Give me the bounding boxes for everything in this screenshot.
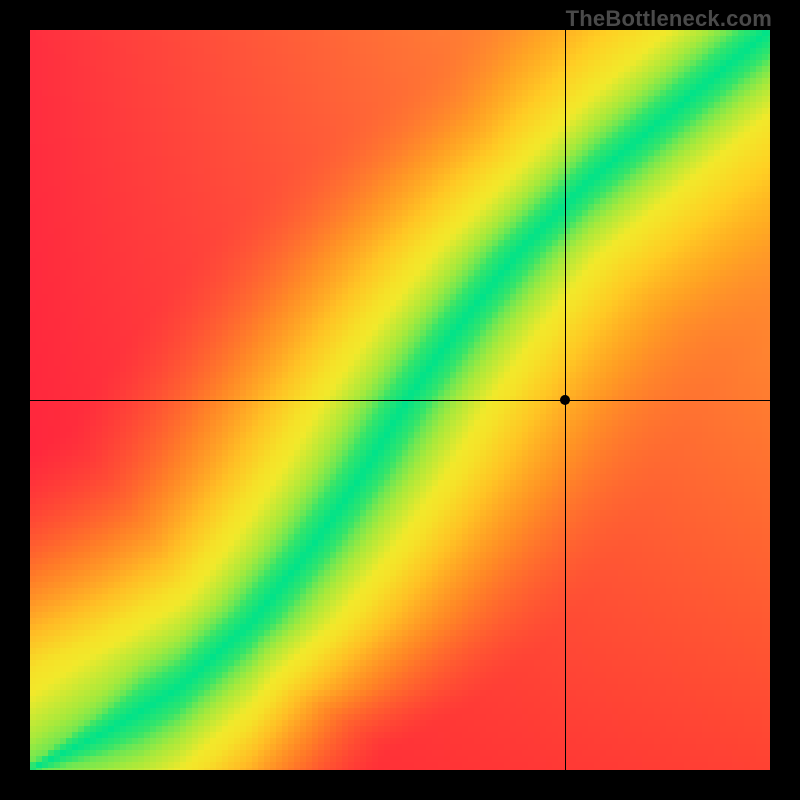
watermark-label: TheBottleneck.com <box>566 6 772 32</box>
crosshair-overlay <box>0 0 800 800</box>
chart-container: { "watermark": { "text": "TheBottleneck.… <box>0 0 800 800</box>
